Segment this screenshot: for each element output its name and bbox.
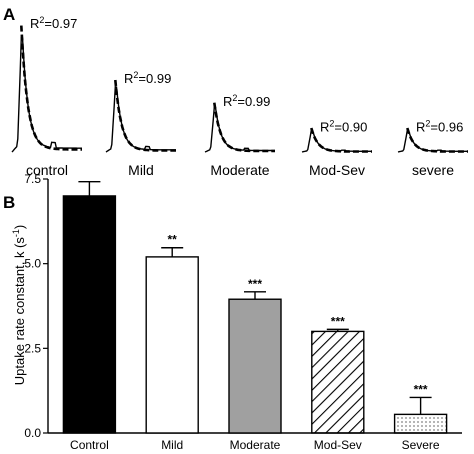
- group-label-mod-sev: Mod-Sev: [309, 162, 365, 178]
- significance-mild: **: [168, 233, 178, 247]
- trace-group: R2=0.97 control R2=0.99 Mild R2=0.99 Moderate…: [11, 15, 468, 178]
- trace-fit-moderate: [213, 102, 275, 153]
- group-label-control: control: [26, 162, 68, 178]
- trace-fit-control: [20, 25, 82, 151]
- panel-b-letter: B: [3, 193, 15, 212]
- r2-label-mild: R2=0.99: [124, 70, 171, 86]
- significance-moderate: ***: [248, 277, 262, 291]
- y-axis-label: Uptake rate constant, k (s-1): [11, 225, 27, 385]
- x-tick-label-moderate: Moderate: [230, 438, 281, 452]
- panel-a-letter: A: [3, 5, 15, 24]
- group-label-moderate: Moderate: [210, 162, 269, 178]
- bar-moderate: [228, 298, 282, 434]
- x-tick-label-control: Control: [70, 438, 109, 452]
- bar-group: Control ** Mild *** Moderate *** Mod-Sev *** Sev…: [62, 181, 448, 452]
- r2-label-mod-sev: R2=0.90: [320, 119, 367, 135]
- x-tick-label-mild: Mild: [161, 438, 183, 452]
- r2-label-moderate: R2=0.99: [223, 93, 270, 109]
- bar-mod-sev: [311, 330, 365, 434]
- trace-fit-severe: [406, 127, 468, 153]
- bar-severe: [393, 413, 448, 434]
- y-tick-label: 0.0: [24, 426, 41, 440]
- r2-label-severe: R2=0.96: [416, 119, 463, 135]
- significance-severe: ***: [414, 382, 428, 396]
- y-tick-label: 2.5: [24, 341, 41, 355]
- panel-b: B Uptake rate constant, k (s-1) 0.0 2.5 5.…: [3, 172, 462, 452]
- bar-mild: [145, 256, 199, 434]
- x-tick-label-severe: Severe: [402, 438, 440, 452]
- bar-control: [62, 195, 117, 434]
- y-tick-label: 7.5: [24, 172, 41, 186]
- group-label-mild: Mild: [128, 162, 154, 178]
- significance-mod-sev: ***: [331, 314, 345, 328]
- x-tick-label-mod-sev: Mod-Sev: [314, 438, 362, 452]
- trace-solid-mild: [105, 85, 176, 153]
- trace-fit-mod-sev: [310, 127, 372, 153]
- panel-a: A R2=0.97 control R2=0.99 Mild R2=0.99 Modera…: [3, 5, 468, 178]
- group-label-severe: severe: [412, 162, 454, 178]
- trace-fit-mild: [114, 79, 176, 152]
- y-tick-label: 5.0: [24, 257, 41, 271]
- r2-label-control: R2=0.97: [30, 15, 77, 31]
